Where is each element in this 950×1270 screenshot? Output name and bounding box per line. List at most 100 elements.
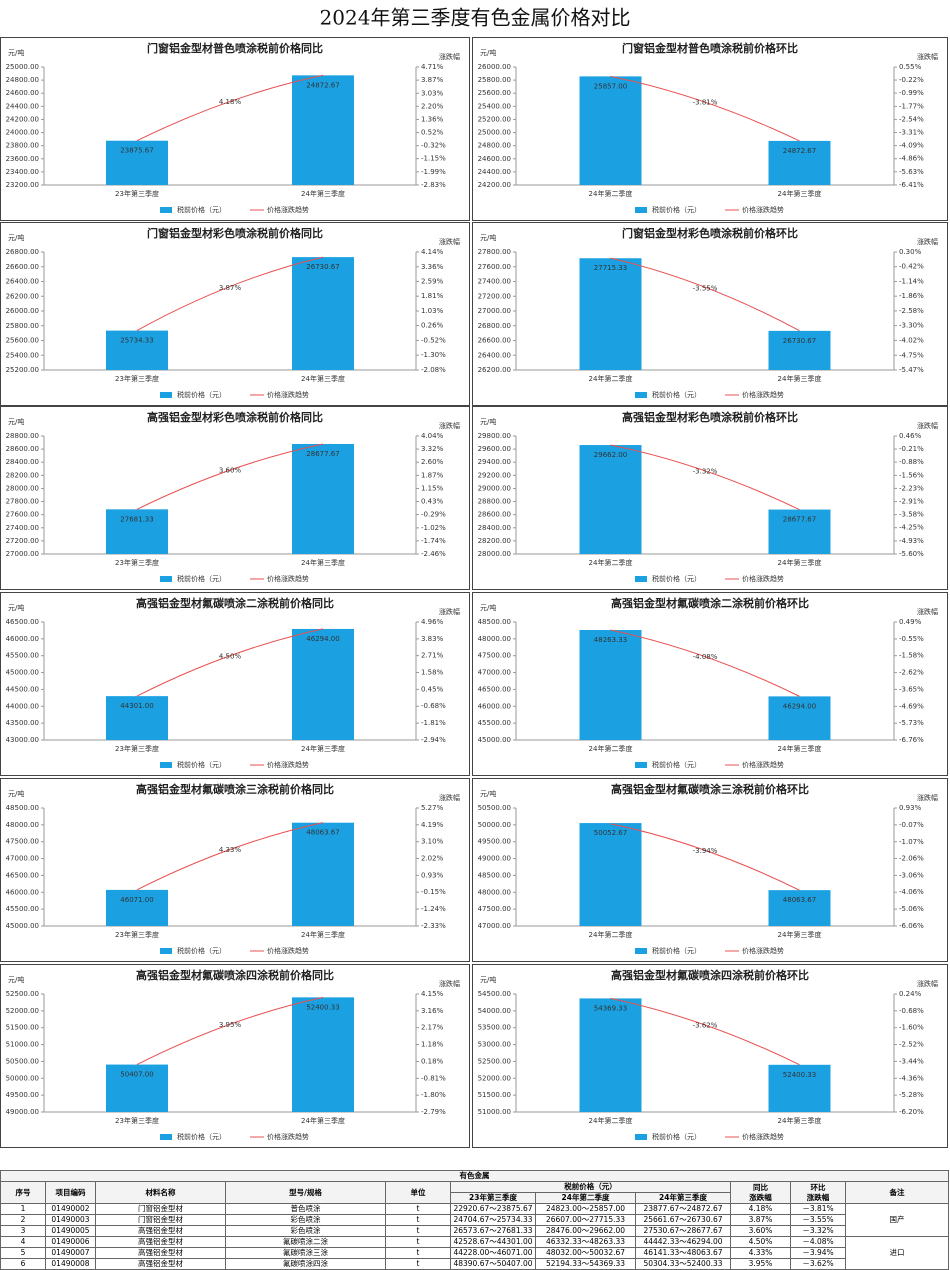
bar [768,140,831,185]
table-cell: 彩色喷涂 [225,1225,386,1237]
table-cell: 48032.00～50032.67 [535,1247,636,1259]
y-tick-label: 50000.00 [478,821,511,829]
table-cell: 4 [0,1236,46,1248]
table-cell: 5 [0,1247,46,1259]
y-tick-label: 23200.00 [6,181,39,189]
table-cell: －3.81% [790,1203,846,1215]
column-header: 24年第三季度 [635,1192,731,1204]
panel-border [0,37,470,221]
table-cell: －3.62% [790,1258,846,1270]
y-tick-label: 49500.00 [478,838,511,846]
y-tick-label: 29400.00 [478,458,511,466]
legend-label: 税前价格（元） [177,946,226,955]
y2-tick-label: -1.81% [421,719,446,727]
y2-tick-label: -1.74% [421,537,446,545]
y-tick-label: 27600.00 [6,511,39,519]
y-tick-label: 24800.00 [6,76,39,84]
y2-tick-label: -0.15% [421,888,446,896]
legend-swatch [160,576,172,582]
legend-label: 税前价格（元） [652,205,701,214]
y-tick-label: 26800.00 [478,322,511,330]
x-tick-label: 24年第二季度 [589,930,633,939]
y-tick-label: 45500.00 [6,905,39,913]
y-tick-label: 48000.00 [6,821,39,829]
y2-tick-label: -0.68% [899,1007,924,1015]
trend-line [610,823,800,891]
y-tick-label: 50500.00 [6,1057,39,1065]
y-tick-label: 48000.00 [478,635,511,643]
table-cell: 01490007 [45,1247,96,1259]
y2-tick-label: 0.24% [899,990,922,998]
table-cell: 44228.00～46071.00 [450,1247,536,1259]
bar [579,445,642,554]
y2-tick-label: -1.99% [421,168,446,176]
panel-border [0,222,470,406]
header-row: 23年第三季度 24年第二季度 24年第三季度 [1,1192,949,1204]
column-header: 环比 涨跌幅 [790,1181,846,1204]
x-tick-label: 24年第三季度 [778,189,822,198]
column-header: 型号/规格 [225,1181,386,1204]
y-tick-label: 45500.00 [6,652,39,660]
y-tick-label: 29600.00 [478,445,511,453]
legend-label: 税前价格（元） [652,760,701,769]
y2-tick-label: 2.71% [421,652,444,660]
x-tick-label: 24年第三季度 [778,1116,822,1125]
bar [292,444,354,554]
table-cell: 3.60% [730,1225,791,1237]
x-tick-label: 24年第三季度 [301,1116,345,1125]
bar [106,696,168,740]
y-tick-label: 26400.00 [478,351,511,359]
y2-tick-label: -1.07% [899,838,924,846]
y-tick-label: 25400.00 [6,351,39,359]
y-axis-label: 元/吨 [480,603,496,612]
y-tick-label: 28600.00 [6,445,39,453]
y-tick-label: 23800.00 [6,142,39,150]
table-cell: 氟碳喷涂四涂 [225,1258,386,1270]
legend-swatch [160,762,172,768]
table-cell: 氟碳喷涂三涂 [225,1247,386,1259]
y-tick-label: 46500.00 [6,618,39,626]
header-line: 同比 [753,1182,768,1192]
legend-swatch [635,392,647,398]
legend-swatch [160,1134,172,1140]
y-tick-label: 54000.00 [478,1007,511,1015]
y-tick-label: 46500.00 [478,685,511,693]
y-tick-label: 47000.00 [478,669,511,677]
y-tick-label: 24200.00 [478,181,511,189]
legend-label: 税前价格（元） [177,574,226,583]
trend-line [136,256,324,331]
table-cell: 22920.67～23875.67 [450,1203,536,1215]
table-cell: 27530.67～28677.67 [635,1225,731,1237]
y-tick-label: 51000.00 [6,1041,39,1049]
trend-line [136,443,324,510]
y-axis-label: 元/吨 [480,789,496,798]
y-tick-label: 52000.00 [478,1074,511,1082]
table-cell: 50304.33～52400.33 [635,1258,731,1270]
x-tick-label: 24年第三季度 [778,744,822,753]
x-tick-label: 24年第三季度 [778,374,822,383]
header-row: 有色金属 [0,1170,950,1182]
page-title: 2024年第三季度有色金属价格对比 [320,6,631,30]
price-table: 有色金属 序号 项目编码 材料名称 型号/规格 单位 税前价格（元） 同比 涨跌幅 环比 涨跌幅 备注… [0,1170,950,1270]
panel-border [0,778,470,962]
chart-title: 高强铝金型材氟碳喷涂三涂税前价格同比 [136,782,334,796]
table-row: 5 01490007 高强铝金型材 氟碳喷涂三涂 t 44228.00～46071.00 4… [0,1247,949,1259]
table-cell: 26573.67～27681.33 [450,1225,536,1237]
y2-tick-label: -2.62% [899,669,924,677]
y2-tick-label: -4.06% [899,888,924,896]
column-header: 同比 涨跌幅 [730,1181,791,1204]
y2-tick-label: -0.52% [421,336,446,344]
y2-tick-label: 3.83% [421,635,444,643]
y-tick-label: 47500.00 [6,838,39,846]
y2-tick-label: -4.75% [899,351,924,359]
y-tick-label: 23400.00 [6,168,39,176]
legend-swatch [160,948,172,954]
y2-tick-label: 5.27% [421,804,444,812]
y-axis-label: 元/吨 [480,48,496,57]
y2-tick-label: -0.42% [899,263,924,271]
chart-title: 高强铝金型材氟碳喷涂二涂税前价格环比 [611,596,809,610]
bar [292,75,354,185]
chart-title: 门窗铝金型材普色喷涂税前价格环比 [622,41,798,55]
